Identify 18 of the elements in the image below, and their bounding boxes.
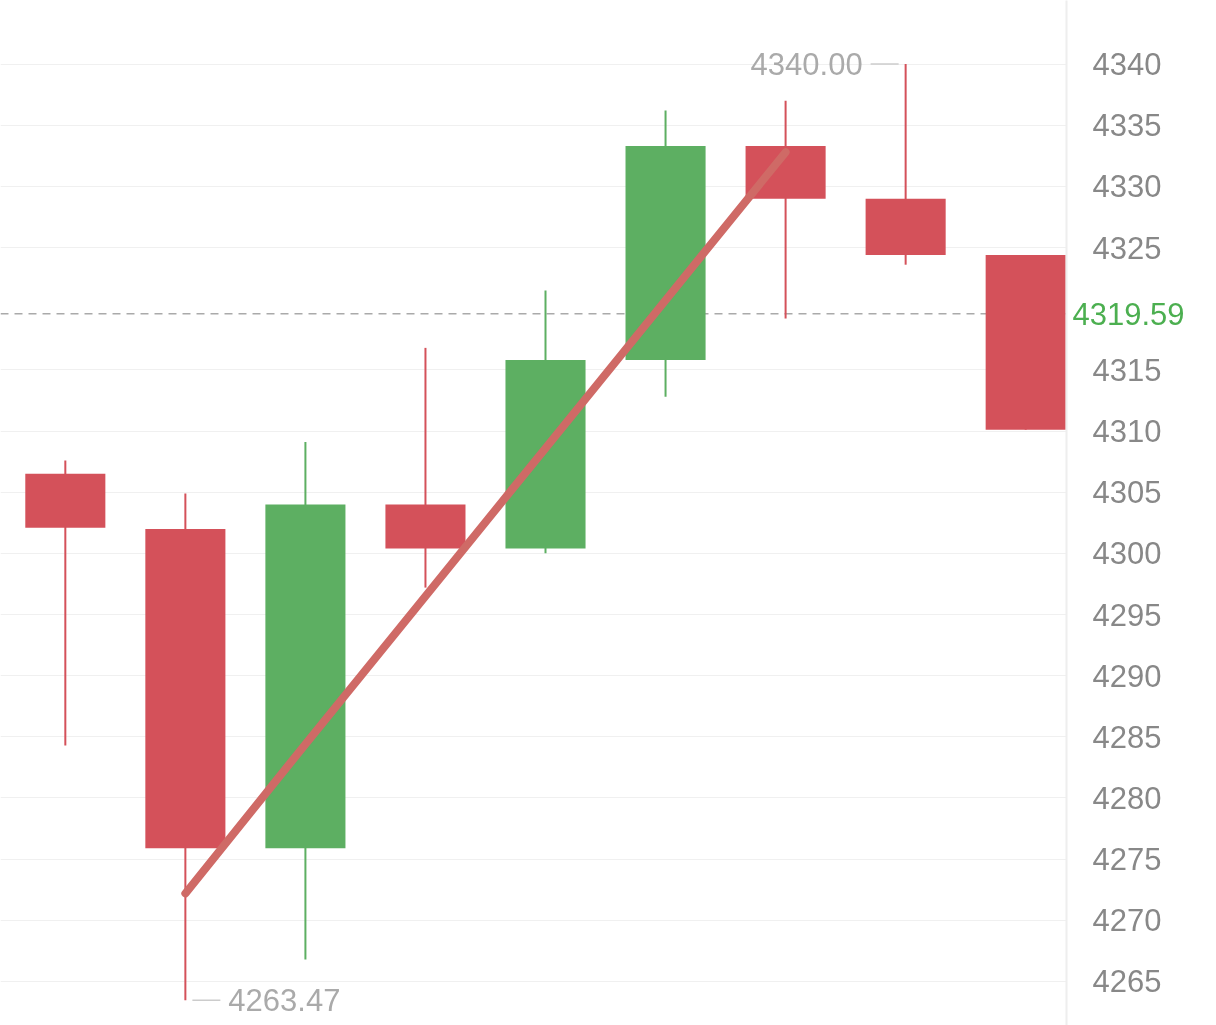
y-tick-label: 4335 xyxy=(1092,108,1162,144)
y-tick-label: 4290 xyxy=(1092,658,1162,694)
annotation: 4340.00 xyxy=(750,47,863,83)
y-tick-label: 4340 xyxy=(1092,47,1162,83)
y-tick-label: 4265 xyxy=(1092,964,1162,1000)
annotation: 4263.47 xyxy=(228,983,341,1019)
y-tick-label: 4310 xyxy=(1092,414,1162,450)
y-tick-label: 4275 xyxy=(1092,842,1162,878)
y-tick-label: 4315 xyxy=(1092,352,1162,388)
y-tick-label: 4325 xyxy=(1092,230,1162,266)
y-tick-label: 4280 xyxy=(1092,780,1162,816)
y-tick-label: 4330 xyxy=(1092,169,1162,205)
ref-line-label: 4319.59 xyxy=(1072,296,1185,332)
y-tick-label: 4285 xyxy=(1092,719,1162,755)
y-tick-label: 4295 xyxy=(1092,597,1162,633)
y-tick-label: 4300 xyxy=(1092,536,1162,572)
y-tick-label: 4270 xyxy=(1092,903,1162,939)
y-tick-label: 4305 xyxy=(1092,475,1162,511)
